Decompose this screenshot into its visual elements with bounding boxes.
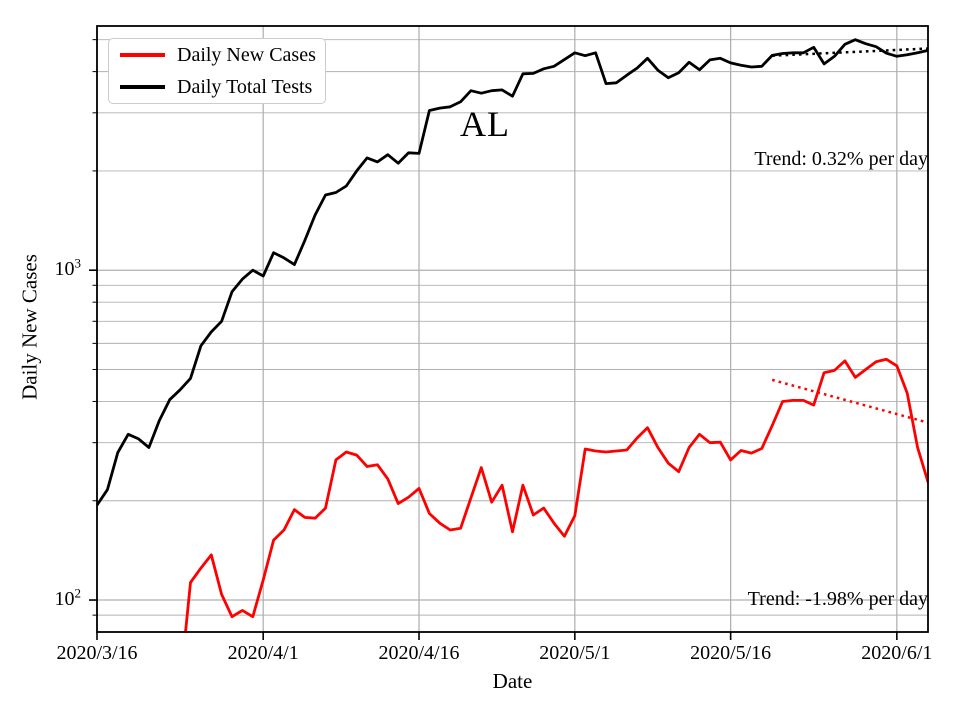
- plot-border: [96, 25, 929, 633]
- x-tick-label: 2020/4/1: [227, 642, 299, 664]
- line-daily-total-tests: [97, 38, 928, 507]
- legend-item-daily-new-cases: Daily New Cases: [109, 39, 325, 71]
- legend-label-cases: Daily New Cases: [177, 44, 316, 66]
- legend-line-sample-tests: [120, 85, 165, 89]
- x-tick-label: 2020/5/16: [690, 642, 772, 664]
- trendline-daily-new-cases-trend: [771, 378, 928, 424]
- tests-trend-annotation: Trend: 0.32% per day: [754, 148, 928, 170]
- x-axis-label: Date: [492, 669, 533, 693]
- cases-trend-annotation: Trend: -1.98% per day: [747, 588, 928, 610]
- gridlines: [96, 26, 928, 632]
- x-tick-label: 2020/4/16: [378, 642, 460, 664]
- line-daily-new-cases: [184, 357, 928, 632]
- data-series: [97, 38, 928, 632]
- legend-label-tests: Daily Total Tests: [177, 76, 313, 98]
- legend-item-daily-total-tests: Daily Total Tests: [109, 71, 325, 103]
- y-tick-label: 102: [54, 585, 82, 611]
- y-tick-label: 103: [54, 255, 82, 281]
- x-tick-label: 2020/5/1: [539, 642, 611, 664]
- x-tick-label: 2020/6/1: [861, 642, 933, 664]
- legend-line-sample-cases: [120, 53, 165, 57]
- x-tick-label: 2020/3/16: [56, 642, 138, 664]
- legend: Daily New Cases Daily Total Tests: [108, 38, 326, 104]
- chart-title: AL: [460, 104, 510, 144]
